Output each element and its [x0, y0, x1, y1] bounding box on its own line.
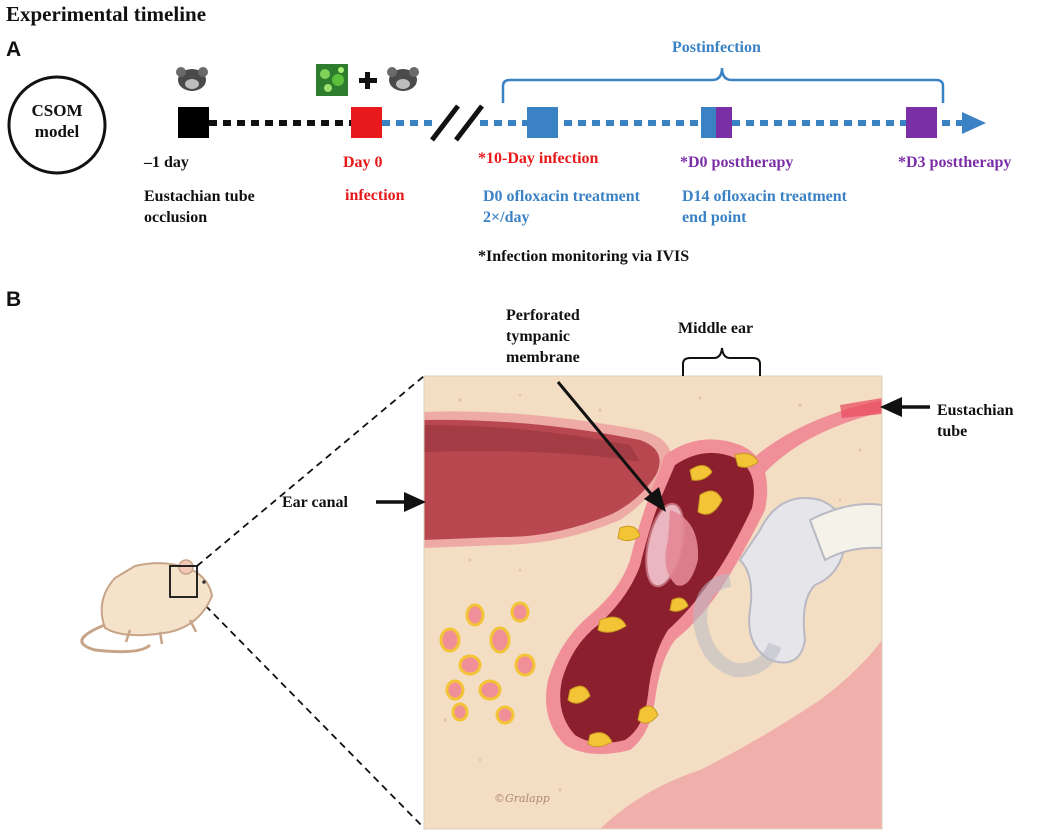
panel-a-label: A [6, 38, 22, 61]
zoom-line [196, 375, 425, 567]
timeline-marker [351, 107, 382, 138]
event-time-label: *D3 posttherapy [898, 154, 1012, 171]
event-description: D14 ofloxacin treatment end point [682, 188, 847, 226]
timeline-marker [178, 107, 209, 138]
csom-model-label: CSOM model [31, 101, 83, 141]
axis-break-mark [430, 104, 460, 142]
middle-ear-label: Middle ear [678, 320, 754, 337]
timeline-marker [906, 107, 937, 138]
figure-title: Experimental timeline [6, 2, 207, 26]
timeline-marker [527, 107, 558, 138]
postinfection-label: Postinfection [672, 39, 761, 56]
mouse-head-icon [387, 67, 419, 91]
event-description: D0 ofloxacin treatment 2×/day [483, 188, 640, 226]
event-time-label: Day 0 [343, 154, 383, 171]
plus-icon [359, 72, 377, 89]
arrowhead [644, 487, 666, 512]
timeline-marker [716, 107, 732, 138]
eustachian-tube-label: Eustachian tube [937, 402, 1014, 440]
arrowhead [880, 397, 902, 417]
timeline-marker [701, 107, 716, 138]
panel-b-label: B [6, 288, 22, 311]
zoom-box [169, 565, 198, 598]
axis-break-mark [454, 104, 484, 142]
arrowhead [404, 492, 426, 512]
rat-illustration [80, 559, 214, 654]
bacteria-icon [316, 64, 348, 96]
perforated-membrane-arrow [556, 381, 654, 496]
event-time-label: *D0 posttherapy [680, 154, 794, 171]
ear-canal-label: Ear canal [282, 494, 348, 511]
mouse-head-icon [176, 67, 208, 91]
timeline-arrowhead [962, 112, 986, 134]
zoom-line [196, 596, 425, 829]
middle-ear-bracket [682, 347, 761, 376]
perforated-membrane-label: Perforated tympanic membrane [506, 307, 580, 366]
postinfection-bracket [501, 67, 945, 103]
artist-signature: ©Gralapp [494, 792, 550, 805]
event-description: infection [345, 187, 405, 204]
ear-anatomy-illustration [423, 375, 883, 830]
csom-model-circle [7, 75, 107, 175]
event-time-label: –1 day [144, 154, 189, 171]
event-time-label: *10-Day infection [478, 150, 599, 167]
monitoring-note: *Infection monitoring via IVIS [478, 248, 690, 265]
event-description: Eustachian tube occlusion [144, 188, 255, 226]
